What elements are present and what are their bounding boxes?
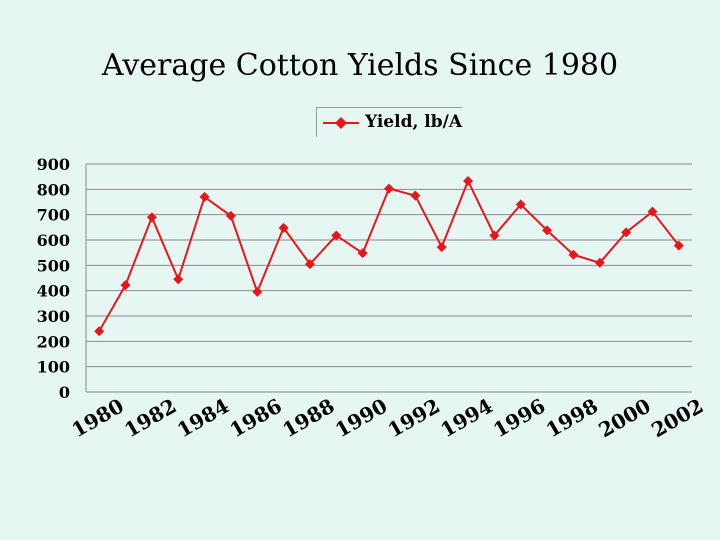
legend: Yield, lb/A	[316, 107, 462, 137]
data-point	[331, 230, 342, 241]
series-line	[98, 178, 680, 332]
x-tick-label: 1990	[331, 394, 391, 443]
y-tick-label: 200	[37, 332, 70, 351]
data-point	[146, 212, 157, 223]
data-point	[384, 183, 394, 194]
legend-label: Yield, lb/A	[365, 112, 463, 132]
data-point	[489, 230, 500, 241]
y-tick-label: 0	[59, 383, 70, 402]
data-point	[357, 248, 368, 259]
y-tick-label: 500	[37, 256, 70, 275]
x-tick-label: 1982	[120, 394, 180, 443]
data-point	[647, 206, 658, 217]
data-point	[673, 240, 684, 251]
data-point	[199, 191, 210, 202]
x-tick-label: 1986	[226, 394, 286, 443]
data-point	[542, 225, 553, 236]
data-point	[594, 257, 605, 268]
x-tick-label: 1980	[68, 394, 128, 443]
data-point	[568, 249, 579, 260]
x-tick-label: 2000	[595, 394, 655, 443]
x-tick-label: 2002	[647, 394, 707, 443]
y-tick-label: 600	[37, 231, 70, 250]
x-tick-label: 1992	[384, 394, 444, 443]
y-tick-label: 100	[37, 358, 70, 377]
data-point	[173, 274, 184, 285]
chart-title: Average Cotton Yields Since 1980	[101, 48, 619, 83]
y-tick-label: 800	[37, 180, 70, 199]
data-point	[120, 280, 131, 291]
x-tick-label: 1994	[436, 394, 496, 443]
data-point	[252, 286, 263, 297]
data-point	[410, 190, 421, 201]
data-point	[436, 242, 447, 253]
data-point	[515, 199, 526, 210]
data-point	[304, 259, 315, 270]
data-point	[278, 222, 289, 233]
data-point	[621, 227, 632, 238]
data-point	[94, 326, 105, 337]
y-tick-label: 400	[37, 282, 70, 301]
x-tick-label: 1998	[542, 394, 602, 443]
data-point	[463, 175, 474, 186]
y-tick-label: 300	[37, 307, 70, 326]
legend-swatch-icon	[323, 117, 359, 129]
y-tick-label: 700	[37, 206, 70, 225]
x-tick-label: 1988	[278, 394, 338, 443]
y-tick-label: 900	[37, 155, 70, 174]
x-tick-label: 1996	[489, 394, 549, 443]
x-tick-label: 1984	[173, 394, 233, 443]
data-point	[225, 210, 236, 221]
